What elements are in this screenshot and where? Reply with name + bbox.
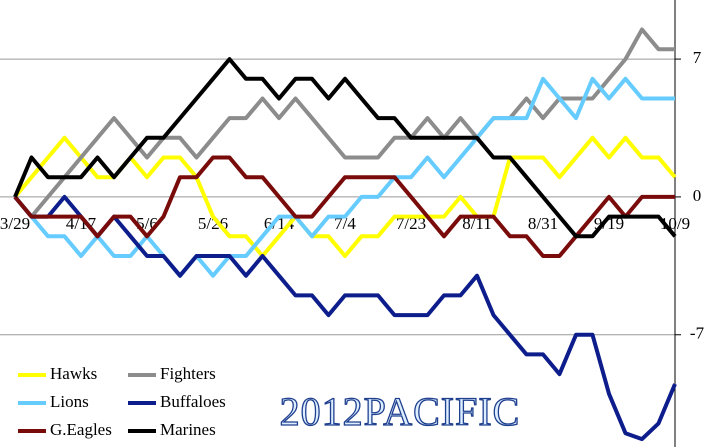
series-line: [13, 76, 675, 278]
chart-title: 2012PACIFIC: [280, 389, 521, 434]
legend-label: Fighters: [160, 364, 216, 383]
legend-label: Marines: [160, 420, 216, 439]
x-tick-label: 3/29: [0, 214, 30, 233]
series-line: [13, 194, 677, 442]
legend-label: Lions: [50, 392, 89, 411]
legend-label: G.Eagles: [50, 420, 112, 439]
series-line: [13, 155, 675, 258]
legend-label: Hawks: [50, 364, 97, 383]
y-tick-label: -7: [690, 324, 705, 343]
y-tick-label: 7: [693, 48, 702, 67]
series-line: [13, 27, 675, 219]
series-line: [13, 57, 677, 239]
legend-label: Buffaloes: [160, 392, 226, 411]
x-tick-label: 8/31: [528, 214, 558, 233]
y-tick-label: 0: [693, 186, 702, 205]
